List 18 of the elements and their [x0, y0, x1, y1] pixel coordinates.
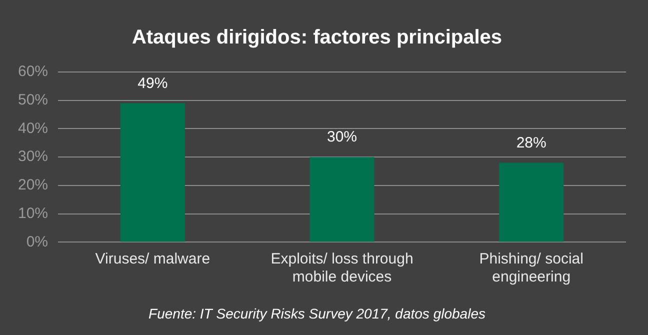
bar	[499, 162, 564, 242]
source-note: Fuente: IT Security Risks Survey 2017, datos globales	[148, 305, 486, 322]
x-tick-label: Phishing/ social engineering	[479, 250, 584, 286]
data-label: 28%	[516, 134, 546, 152]
y-tick-label: 0%	[26, 233, 48, 250]
y-tick-label: 20%	[18, 176, 48, 194]
y-tick-label: 10%	[18, 204, 48, 222]
y-tick-label: 30%	[18, 148, 48, 166]
data-label: 30%	[326, 128, 358, 146]
x-tick-label: Viruses/ malware	[95, 250, 210, 268]
chart-title: Ataques dirigidos: factores principales	[132, 26, 502, 49]
y-tick-label: 60%	[18, 63, 48, 80]
bar	[120, 103, 185, 242]
y-tick-label: 50%	[18, 92, 48, 109]
x-tick-label: Exploits/ loss through mobile devices	[270, 250, 414, 286]
data-label: 49%	[138, 74, 168, 92]
bar	[310, 157, 374, 242]
y-tick-label: 40%	[18, 120, 48, 137]
